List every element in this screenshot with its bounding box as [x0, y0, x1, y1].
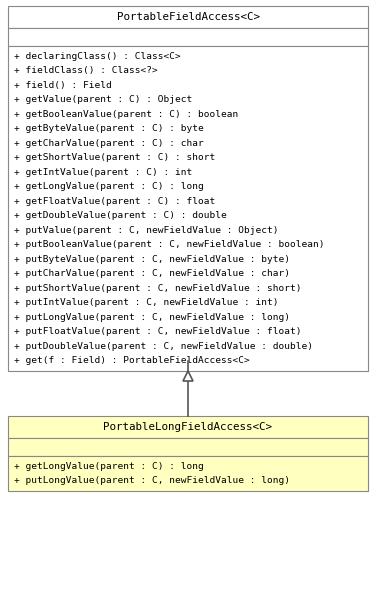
Bar: [8, 438, 368, 456]
Text: + getShortValue(parent : C) : short: + getShortValue(parent : C) : short: [14, 153, 215, 162]
Text: PortableLongFieldAccess<C>: PortableLongFieldAccess<C>: [103, 422, 273, 432]
Text: + getIntValue(parent : C) : int: + getIntValue(parent : C) : int: [14, 168, 192, 177]
Text: + get(f : Field) : PortableFieldAccess<C>: + get(f : Field) : PortableFieldAccess<C…: [14, 356, 250, 365]
Bar: [8, 456, 368, 491]
Text: + putBooleanValue(parent : C, newFieldValue : boolean): + putBooleanValue(parent : C, newFieldVa…: [14, 240, 324, 249]
Text: + fieldClass() : Class<?>: + fieldClass() : Class<?>: [14, 66, 158, 75]
Text: + getByteValue(parent : C) : byte: + getByteValue(parent : C) : byte: [14, 124, 204, 133]
Text: + putDoubleValue(parent : C, newFieldValue : double): + putDoubleValue(parent : C, newFieldVal…: [14, 342, 313, 351]
Text: + getLongValue(parent : C) : long: + getLongValue(parent : C) : long: [14, 462, 204, 471]
Text: + putFloatValue(parent : C, newFieldValue : float): + putFloatValue(parent : C, newFieldValu…: [14, 327, 302, 337]
Text: + putValue(parent : C, newFieldValue : Object): + putValue(parent : C, newFieldValue : O…: [14, 226, 279, 235]
Text: + getCharValue(parent : C) : char: + getCharValue(parent : C) : char: [14, 139, 204, 148]
Text: + putIntValue(parent : C, newFieldValue : int): + putIntValue(parent : C, newFieldValue …: [14, 299, 279, 307]
Text: + putLongValue(parent : C, newFieldValue : long): + putLongValue(parent : C, newFieldValue…: [14, 313, 290, 322]
Text: PortableFieldAccess<C>: PortableFieldAccess<C>: [117, 12, 259, 22]
Text: + putByteValue(parent : C, newFieldValue : byte): + putByteValue(parent : C, newFieldValue…: [14, 255, 290, 264]
Text: + getLongValue(parent : C) : long: + getLongValue(parent : C) : long: [14, 182, 204, 191]
Text: + field() : Field: + field() : Field: [14, 81, 112, 89]
Bar: [8, 6, 368, 28]
Bar: [8, 416, 368, 438]
Text: + putShortValue(parent : C, newFieldValue : short): + putShortValue(parent : C, newFieldValu…: [14, 284, 302, 293]
Text: + putLongValue(parent : C, newFieldValue : long): + putLongValue(parent : C, newFieldValue…: [14, 476, 290, 485]
Text: + getFloatValue(parent : C) : float: + getFloatValue(parent : C) : float: [14, 197, 215, 206]
Text: + getValue(parent : C) : Object: + getValue(parent : C) : Object: [14, 95, 192, 104]
Text: + getBooleanValue(parent : C) : boolean: + getBooleanValue(parent : C) : boolean: [14, 110, 238, 119]
Text: + putCharValue(parent : C, newFieldValue : char): + putCharValue(parent : C, newFieldValue…: [14, 269, 290, 278]
Bar: [8, 46, 368, 371]
Bar: [8, 28, 368, 46]
Text: + getDoubleValue(parent : C) : double: + getDoubleValue(parent : C) : double: [14, 211, 227, 220]
Text: + declaringClass() : Class<C>: + declaringClass() : Class<C>: [14, 51, 181, 61]
Polygon shape: [183, 371, 193, 381]
